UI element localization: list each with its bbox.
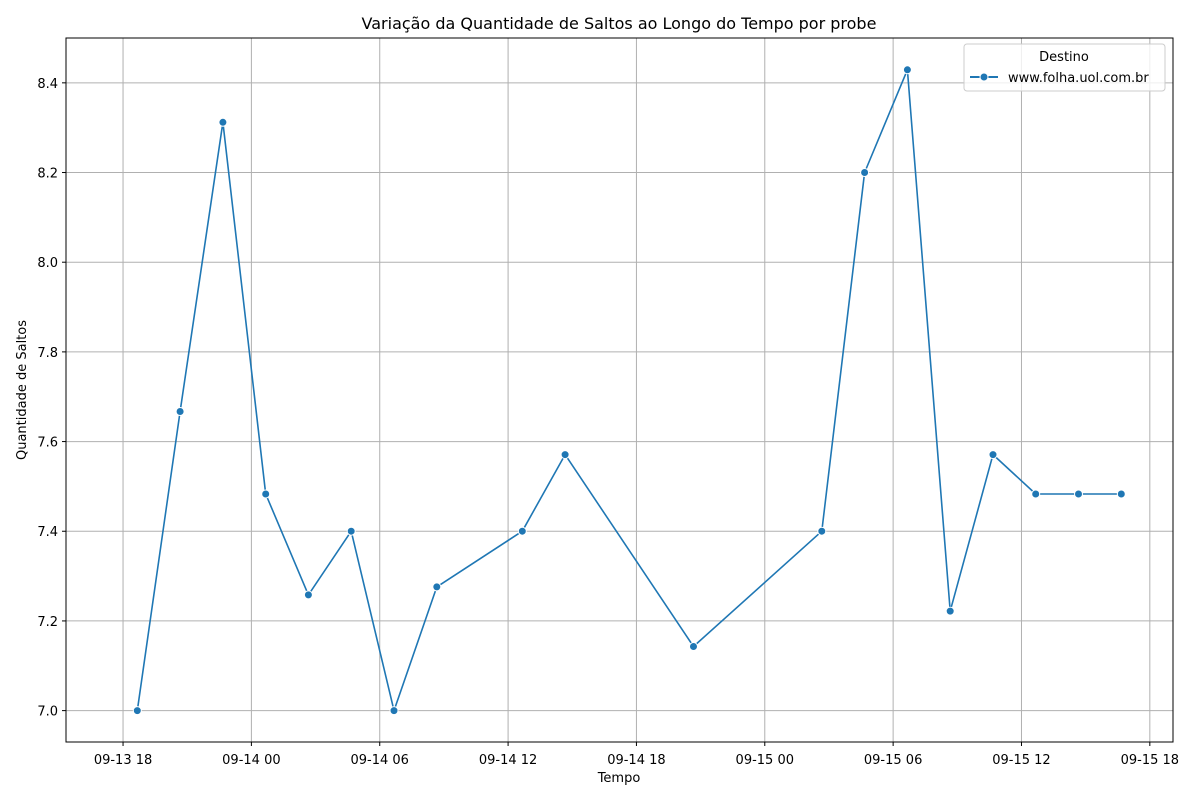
- data-point: [346, 526, 356, 536]
- plot-frame: [65, 37, 1174, 743]
- x-tick-label: 09-14 00: [222, 753, 280, 768]
- data-point: [303, 590, 313, 600]
- data-point: [1116, 489, 1126, 499]
- data-point: [432, 582, 442, 592]
- x-axis-label: Tempo: [597, 771, 641, 786]
- data-point: [860, 168, 870, 177]
- y-tick-label: 7.2: [37, 615, 58, 630]
- data-point: [175, 407, 185, 416]
- y-axis: 7.0 7.2 7.4 7.6 7.8 8.0 8.2 8.4: [37, 77, 66, 720]
- data-point: [902, 65, 912, 75]
- data-point: [132, 706, 142, 716]
- series-line: [136, 69, 1122, 712]
- series-layer: [132, 65, 1126, 716]
- legend: Destino www.folha.uol.com.br: [963, 43, 1166, 92]
- data-point: [261, 489, 271, 499]
- legend-marker-swatch: [979, 72, 989, 82]
- x-tick-label: 09-14 12: [479, 753, 537, 768]
- x-axis: 09-13 18 09-14 00 09-14 06 09-14 12 09-14 18…: [94, 742, 1179, 768]
- legend-entry-label: www.folha.uol.com.br: [1008, 71, 1149, 86]
- data-point: [945, 606, 955, 616]
- data-point: [1074, 489, 1083, 499]
- grid: [66, 38, 1173, 742]
- y-tick-label: 7.8: [37, 346, 58, 361]
- legend-title: Destino: [1039, 50, 1089, 65]
- x-tick-label: 09-13 18: [94, 753, 152, 768]
- data-point: [689, 642, 698, 651]
- x-tick-label: 09-14 06: [351, 753, 409, 768]
- chart-title: Variação da Quantidade de Saltos ao Long…: [362, 14, 877, 33]
- x-tick-label: 09-15 06: [864, 753, 922, 768]
- x-tick-label: 09-14 18: [607, 753, 665, 768]
- x-tick-label: 09-15 12: [992, 753, 1050, 768]
- data-point: [817, 526, 827, 536]
- y-tick-label: 8.2: [37, 167, 58, 182]
- x-tick-label: 09-15 18: [1121, 753, 1179, 768]
- y-tick-label: 7.0: [37, 705, 58, 720]
- data-point: [517, 526, 527, 536]
- y-tick-label: 7.4: [37, 525, 58, 540]
- data-point: [1031, 489, 1041, 499]
- y-tick-label: 8.0: [37, 256, 58, 271]
- data-point: [218, 117, 228, 127]
- data-point: [988, 450, 998, 460]
- y-tick-label: 8.4: [37, 77, 58, 92]
- y-axis-label: Quantidade de Saltos: [15, 320, 30, 460]
- y-tick-label: 7.6: [37, 436, 58, 451]
- data-point: [389, 706, 399, 716]
- x-tick-label: 09-15 00: [736, 753, 794, 768]
- legend-box: [963, 43, 1166, 92]
- data-point: [560, 450, 570, 460]
